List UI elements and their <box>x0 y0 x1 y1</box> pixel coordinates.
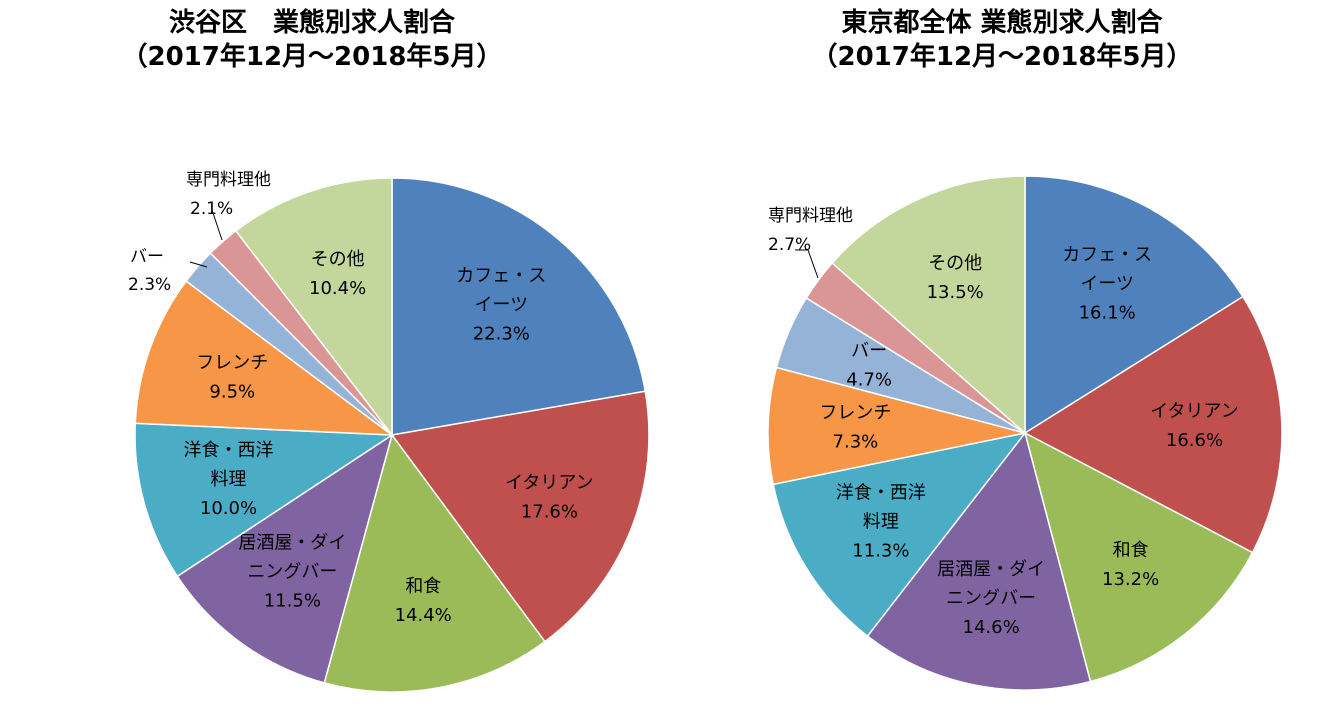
chart-title-text: 東京都全体 業態別求人割合 <box>841 8 1163 38</box>
slice-label: 料理 <box>211 469 247 490</box>
slice-value-label: 16.1% <box>1079 303 1136 324</box>
slice-label: イタリアン <box>1150 401 1239 422</box>
chart-subtitle-text: （2017年12月～2018年5月） <box>811 42 1193 72</box>
slice-label: カフェ・ス <box>456 265 546 286</box>
slice-value-label: 14.6% <box>963 617 1020 638</box>
slice-label: バー <box>851 341 887 362</box>
leader-line <box>189 261 208 268</box>
pie-slice <box>866 431 1092 691</box>
chart-title-tokyo: 東京都全体 業態別求人割合 （2017年12月～2018年5月） <box>722 6 1282 74</box>
slice-value-label: 10.0% <box>200 498 257 519</box>
pie-slice <box>1023 431 1254 683</box>
pie-slice <box>1024 175 1244 435</box>
pie-slice <box>176 433 394 684</box>
slice-label: イーツ <box>1080 274 1134 295</box>
chart-title-shibuya: 渋谷区 業態別求人割合 （2017年12月～2018年5月） <box>32 6 592 74</box>
slice-label: 居酒屋・ダイ <box>937 559 1045 580</box>
slice-label: その他 <box>928 253 982 274</box>
slice-value-label: 2.7% <box>768 235 811 255</box>
pie-slice <box>134 422 395 578</box>
leader-line <box>211 209 223 241</box>
slice-label: ニングバー <box>946 588 1036 609</box>
slice-label: バー <box>130 247 164 267</box>
slice-label: 洋食・西洋 <box>184 440 274 461</box>
slice-label: 洋食・西洋 <box>836 483 926 504</box>
slice-value-label: 9.5% <box>209 381 255 402</box>
pie-slice <box>134 280 395 436</box>
slice-label: ニングバー <box>247 561 337 582</box>
slice-label: 和食 <box>405 576 441 597</box>
slice-value-label: 16.6% <box>1166 430 1223 451</box>
chart-title-text: 渋谷区 業態別求人割合 <box>168 8 455 38</box>
slice-value-label: 14.4% <box>395 605 452 626</box>
slice-value-label: 22.3% <box>473 323 530 344</box>
leader-line <box>795 249 819 279</box>
slice-value-label: 11.5% <box>264 590 321 611</box>
slice-value-label: 2.3% <box>128 275 171 295</box>
slice-value-label: 4.7% <box>846 370 892 391</box>
pie-slice <box>234 177 393 438</box>
slice-value-label: 7.3% <box>833 432 879 453</box>
slice-label: イーツ <box>474 294 528 315</box>
pie-slice <box>391 177 647 436</box>
slice-value-label: 11.3% <box>852 541 909 562</box>
pie-slice <box>1023 295 1283 554</box>
slice-label: 料理 <box>863 512 899 533</box>
chart-subtitle-text: （2017年12月～2018年5月） <box>121 42 503 72</box>
pie-slice <box>772 431 1027 638</box>
slice-value-label: 13.5% <box>927 282 984 303</box>
slice-label: 専門料理他 <box>186 170 271 190</box>
slice-value-label: 10.4% <box>309 278 366 299</box>
slice-label: その他 <box>311 249 365 270</box>
slice-value-label: 13.2% <box>1102 569 1159 590</box>
pie-slice <box>323 433 546 693</box>
slice-label: 専門料理他 <box>768 206 853 226</box>
slice-label: フレンチ <box>196 352 268 373</box>
slice-value-label: 17.6% <box>521 502 578 523</box>
slice-value-label: 2.1% <box>190 199 233 219</box>
slice-label: カフェ・ス <box>1062 245 1152 266</box>
pie-slice <box>767 366 1026 486</box>
slice-label: フレンチ <box>819 403 891 424</box>
slice-label: 和食 <box>1113 540 1149 561</box>
pie-slice <box>831 175 1026 435</box>
pie-slice <box>390 390 650 643</box>
slice-label: イタリアン <box>505 473 594 494</box>
slice-label: 居酒屋・ダイ <box>238 532 346 553</box>
